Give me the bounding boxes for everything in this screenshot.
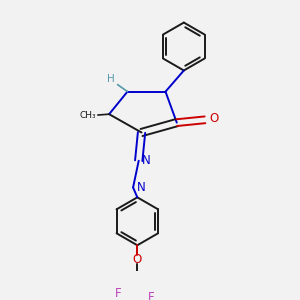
Text: N: N (142, 154, 151, 167)
Text: N: N (136, 181, 146, 194)
Text: O: O (209, 112, 219, 125)
Text: F: F (115, 287, 122, 300)
Text: H: H (107, 74, 114, 84)
Text: F: F (148, 291, 154, 300)
Text: O: O (133, 253, 142, 266)
Text: CH₃: CH₃ (80, 111, 96, 120)
